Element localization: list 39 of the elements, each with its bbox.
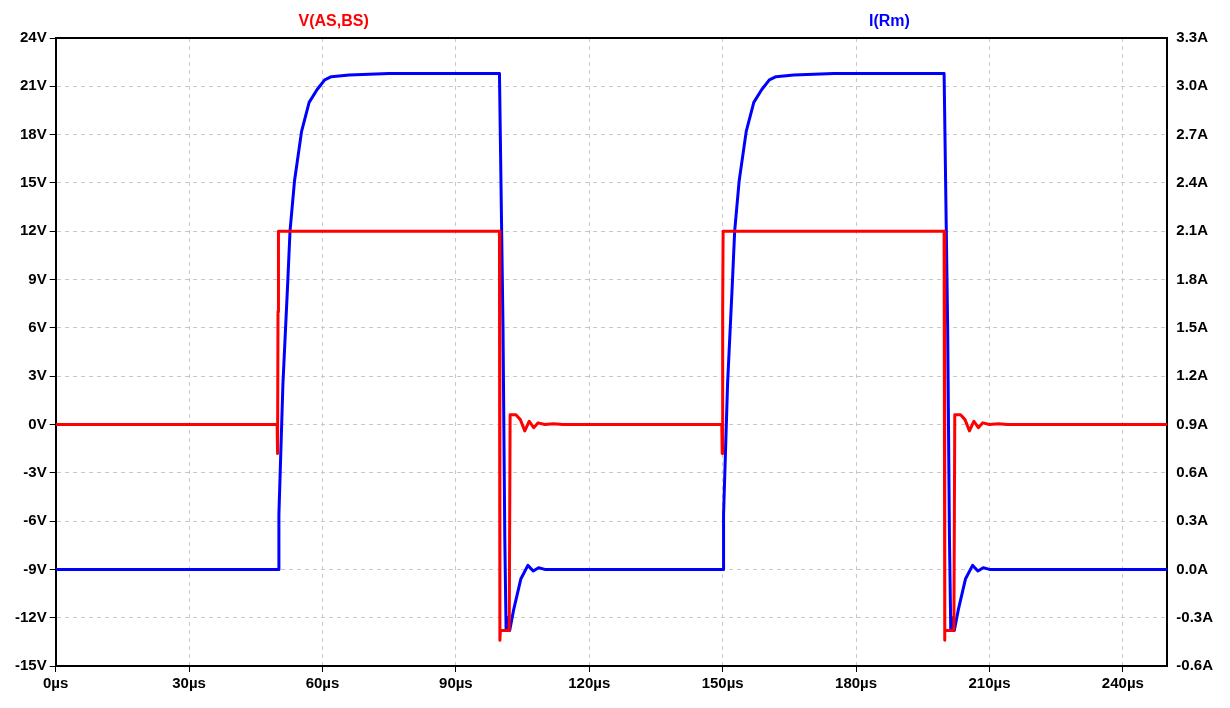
y-tick-label: -9V <box>23 559 47 577</box>
y-tick-label: 18V <box>19 124 47 142</box>
y-tick-label: -15V <box>15 656 47 674</box>
y-tick-label: 6V <box>28 317 47 335</box>
y2-tick-label: 3.0A <box>1176 76 1209 94</box>
y-tick-label: 24V <box>19 28 47 46</box>
x-tick-label: 180µs <box>835 674 878 692</box>
x-tick-label: 150µs <box>701 674 744 692</box>
y-tick-label: -12V <box>15 607 47 625</box>
y2-tick-label: 3.3A <box>1176 28 1209 46</box>
y2-tick-label: 2.7A <box>1176 124 1209 142</box>
x-tick-label: 90µs <box>439 674 473 692</box>
text: V(AS,BS) <box>298 12 369 30</box>
y2-tick-label: 1.5A <box>1176 317 1209 335</box>
y2-tick-label: 2.4A <box>1176 173 1209 191</box>
y-tick-label: 21V <box>19 76 47 94</box>
x-tick-label: 210µs <box>968 674 1011 692</box>
y-tick-label: 12V <box>19 221 47 239</box>
y2-tick-label: 0.9A <box>1176 414 1209 432</box>
y2-tick-label: 1.8A <box>1176 269 1209 287</box>
y-tick-label: -3V <box>23 462 47 480</box>
x-tick-label: 240µs <box>1101 674 1144 692</box>
y2-tick-label: 2.1A <box>1176 221 1209 239</box>
y-tick-label: 3V <box>28 366 47 384</box>
y2-tick-label: -0.3A <box>1176 607 1214 625</box>
y2-tick-label: 0.3A <box>1176 511 1209 529</box>
x-tick-label: 0µs <box>43 674 69 692</box>
y-tick-label: 15V <box>19 173 47 191</box>
y2-tick-label: 0.6A <box>1176 462 1209 480</box>
y-tick-label: 0V <box>28 414 47 432</box>
x-tick-label: 30µs <box>172 674 206 692</box>
x-tick-label: 120µs <box>568 674 611 692</box>
y2-tick-label: 1.2A <box>1176 366 1209 384</box>
text: I(Rm) <box>868 12 910 30</box>
y-tick-label: 9V <box>28 269 47 287</box>
x-tick-label: 60µs <box>305 674 340 692</box>
y-tick-label: -6V <box>23 511 47 529</box>
y2-tick-label: 0.0A <box>1176 559 1209 577</box>
y2-tick-label: -0.6A <box>1176 656 1214 674</box>
